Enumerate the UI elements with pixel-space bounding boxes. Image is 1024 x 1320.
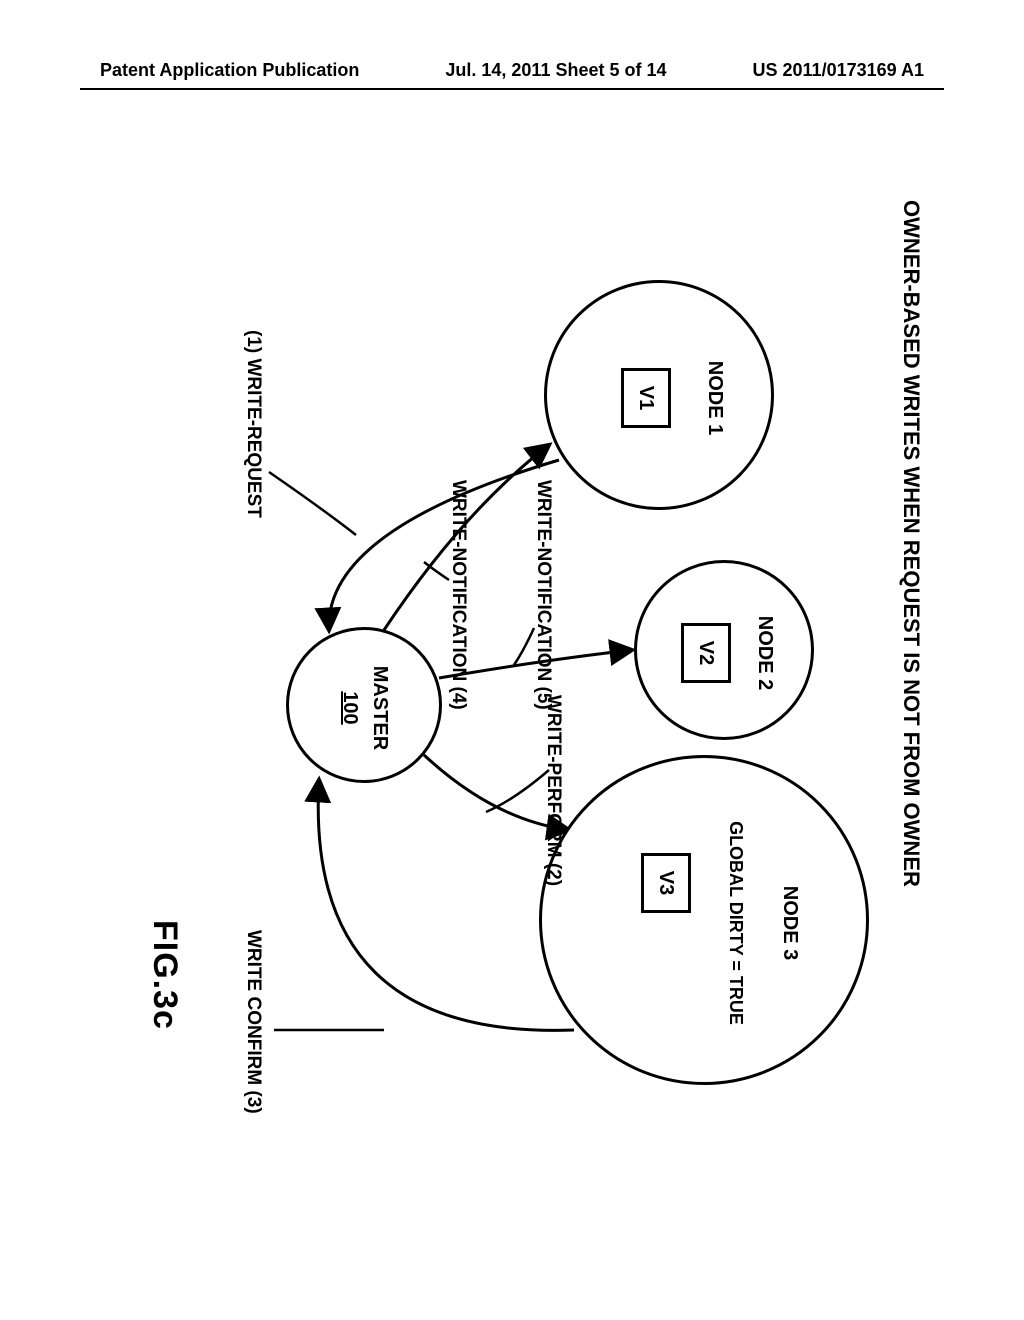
edge-write-request xyxy=(329,460,559,630)
node2: NODE 2 V2 xyxy=(634,560,814,740)
edge-write-notification4-pointer xyxy=(424,562,449,580)
node1-value: V1 xyxy=(621,368,671,428)
figure-label: FIG.3c xyxy=(145,920,184,1030)
diagram-wrap: OWNER-BASED WRITES WHEN REQUEST IS NOT F… xyxy=(0,160,1024,1160)
label-write-confirm: WRITE CONFIRM (3) xyxy=(242,930,264,1114)
edge-write-notification5-pointer xyxy=(514,628,534,665)
header-right: US 2011/0173169 A1 xyxy=(753,60,924,81)
diagram-title: OWNER-BASED WRITES WHEN REQUEST IS NOT F… xyxy=(898,200,924,887)
node1-name: NODE 1 xyxy=(703,283,726,513)
label-write-perform: WRITE-PERFORM (2) xyxy=(542,695,564,886)
label-write-notification5: WRITE-NOTIFICATION (5) xyxy=(532,480,554,710)
edge-write-confirm xyxy=(318,780,574,1030)
label-write-notification4: WRITE-NOTIFICATION (4) xyxy=(447,480,469,710)
master-node: MASTER 100 xyxy=(286,627,442,783)
node3: NODE 3 GLOBAL DIRTY = TRUE V3 xyxy=(539,755,869,1085)
node3-name: NODE 3 xyxy=(778,758,801,1088)
node1: NODE 1 V1 xyxy=(544,280,774,510)
page-header: Patent Application Publication Jul. 14, … xyxy=(0,60,1024,81)
node2-name: NODE 2 xyxy=(753,563,776,743)
header-rule xyxy=(80,88,944,90)
diagram-rotated: OWNER-BASED WRITES WHEN REQUEST IS NOT F… xyxy=(0,160,1024,1160)
node3-status: GLOBAL DIRTY = TRUE xyxy=(725,758,746,1088)
master-id: 100 xyxy=(338,630,361,786)
node3-value: V3 xyxy=(641,853,691,913)
node2-value: V2 xyxy=(681,623,731,683)
header-center: Jul. 14, 2011 Sheet 5 of 14 xyxy=(445,60,666,81)
edge-write-request-pointer xyxy=(269,472,356,535)
master-name: MASTER xyxy=(368,630,391,786)
page: Patent Application Publication Jul. 14, … xyxy=(0,0,1024,1320)
edge-write-perform-pointer xyxy=(486,770,549,812)
label-write-request: (1) WRITE-REQUEST xyxy=(242,330,264,518)
header-left: Patent Application Publication xyxy=(100,60,359,81)
